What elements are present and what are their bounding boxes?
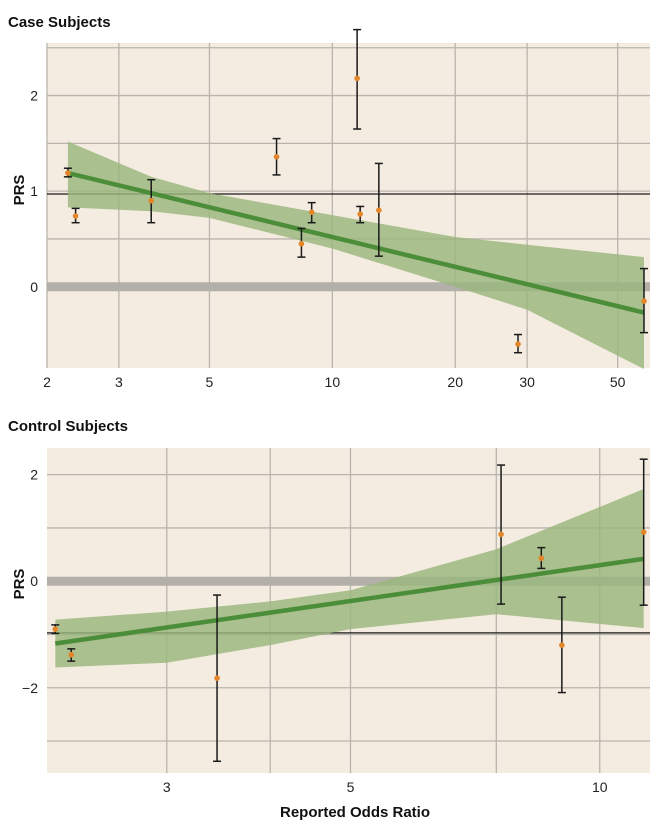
case-data-point-9 bbox=[515, 341, 521, 347]
case-subjects-title: Case Subjects bbox=[8, 14, 111, 31]
control-subjects-title: Control Subjects bbox=[8, 418, 128, 435]
control-x-tick-label-0: 3 bbox=[163, 779, 171, 795]
case-x-tick-label-1: 3 bbox=[115, 374, 123, 390]
case-fit-line bbox=[67, 170, 645, 315]
control-subjects-panel: Control Subjects PRS Reported Odds Ratio… bbox=[8, 418, 650, 821]
control-y-tick-label-1: 0 bbox=[30, 573, 38, 589]
case-x-tick-label-4: 20 bbox=[447, 374, 463, 390]
case-subjects-panel: Case Subjects PRS 2 3 5 10 20 30 50 0 1 2 bbox=[8, 14, 650, 390]
case-x-tick-label-0: 2 bbox=[43, 374, 51, 390]
case-y-tick-label-2: 2 bbox=[30, 88, 38, 104]
control-data-point-1 bbox=[68, 651, 75, 658]
control-y-tick-label-0: 2 bbox=[30, 467, 38, 483]
case-data-point-7 bbox=[357, 211, 363, 217]
control-data-point-3 bbox=[498, 531, 504, 538]
case-data-point-4 bbox=[298, 240, 305, 247]
x-axis-label: Reported Odds Ratio bbox=[280, 804, 430, 821]
case-data-point-1 bbox=[72, 213, 79, 219]
control-x-tick-label-2: 10 bbox=[592, 779, 608, 795]
case-data-point-8 bbox=[376, 207, 382, 214]
control-data-point-6 bbox=[640, 529, 647, 535]
case-data-point-6 bbox=[354, 75, 360, 82]
control-data-point-2 bbox=[214, 675, 220, 681]
case-data-point-5 bbox=[308, 209, 315, 215]
case-y-tick-label-1: 1 bbox=[30, 183, 38, 199]
control-data-point-5 bbox=[559, 642, 565, 648]
control-data-point-0 bbox=[52, 626, 59, 632]
control-y-axis-label: PRS bbox=[11, 569, 28, 600]
case-x-tick-label-5: 30 bbox=[519, 374, 535, 390]
case-confidence-band bbox=[67, 141, 644, 369]
case-x-tick-label-3: 10 bbox=[325, 374, 341, 390]
case-data-point-2 bbox=[148, 197, 155, 204]
case-data-point-10 bbox=[641, 298, 647, 304]
case-y-tick-label-0: 0 bbox=[30, 279, 38, 295]
case-x-tick-label-6: 50 bbox=[610, 374, 626, 390]
case-y-axis-label: PRS bbox=[11, 175, 28, 206]
control-data-point-4 bbox=[538, 555, 545, 562]
case-x-tick-label-2: 5 bbox=[206, 374, 214, 390]
case-data-point-0 bbox=[65, 170, 71, 176]
control-x-tick-label-1: 5 bbox=[347, 779, 355, 795]
control-fit-line bbox=[54, 556, 645, 646]
case-data-point-3 bbox=[273, 153, 280, 160]
control-y-tick-label-2: −2 bbox=[22, 680, 38, 696]
